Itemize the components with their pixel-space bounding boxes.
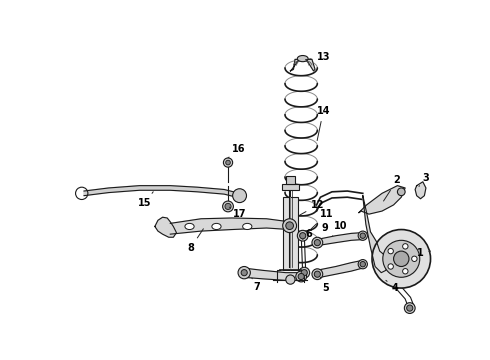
Circle shape: [241, 270, 247, 276]
Polygon shape: [317, 233, 363, 246]
Ellipse shape: [212, 223, 221, 230]
Text: 3: 3: [419, 173, 429, 186]
Circle shape: [393, 251, 409, 266]
Circle shape: [298, 274, 304, 280]
Circle shape: [226, 160, 230, 165]
Circle shape: [358, 231, 368, 240]
Circle shape: [397, 188, 405, 195]
Circle shape: [225, 203, 231, 210]
Circle shape: [286, 275, 295, 284]
Circle shape: [404, 303, 415, 314]
Circle shape: [388, 264, 393, 269]
Text: 1: 1: [416, 248, 431, 258]
Circle shape: [388, 248, 393, 254]
Text: 16: 16: [228, 144, 245, 158]
Ellipse shape: [243, 223, 252, 230]
Text: 12: 12: [300, 200, 325, 215]
Circle shape: [407, 305, 413, 311]
Text: 5: 5: [320, 277, 329, 293]
Polygon shape: [363, 195, 388, 273]
Circle shape: [403, 244, 408, 249]
Circle shape: [312, 269, 323, 280]
Text: 2: 2: [384, 175, 400, 201]
Circle shape: [297, 230, 308, 241]
Circle shape: [223, 158, 233, 167]
Circle shape: [360, 261, 366, 267]
Circle shape: [300, 233, 306, 239]
Polygon shape: [84, 186, 240, 198]
Circle shape: [358, 260, 368, 269]
FancyBboxPatch shape: [282, 184, 299, 190]
Circle shape: [312, 237, 323, 248]
Polygon shape: [171, 218, 290, 234]
Circle shape: [301, 270, 307, 276]
FancyBboxPatch shape: [286, 176, 295, 184]
Circle shape: [238, 266, 250, 279]
Circle shape: [372, 230, 431, 288]
Circle shape: [314, 271, 320, 277]
Text: 11: 11: [308, 209, 333, 232]
Circle shape: [383, 240, 420, 277]
Ellipse shape: [185, 223, 194, 230]
Text: 17: 17: [229, 207, 247, 219]
Text: 9: 9: [320, 223, 328, 239]
Text: 13: 13: [305, 52, 330, 62]
Ellipse shape: [297, 55, 308, 62]
FancyBboxPatch shape: [283, 197, 298, 270]
Text: 4: 4: [386, 280, 399, 293]
Text: 7: 7: [252, 278, 260, 292]
Polygon shape: [155, 217, 176, 237]
Polygon shape: [415, 182, 426, 199]
Text: 14: 14: [317, 106, 330, 141]
Circle shape: [412, 256, 417, 261]
Text: 15: 15: [138, 192, 153, 208]
Circle shape: [403, 269, 408, 274]
Polygon shape: [291, 59, 315, 71]
Circle shape: [286, 222, 294, 230]
Circle shape: [299, 267, 310, 278]
Circle shape: [222, 201, 233, 212]
Polygon shape: [317, 260, 363, 278]
Text: 10: 10: [333, 221, 347, 236]
Polygon shape: [244, 268, 301, 280]
Circle shape: [233, 189, 246, 203]
Circle shape: [314, 239, 320, 246]
Text: 6: 6: [303, 229, 313, 239]
Circle shape: [283, 219, 296, 233]
Circle shape: [360, 233, 366, 238]
Text: 8: 8: [187, 229, 203, 253]
Polygon shape: [359, 186, 405, 214]
Circle shape: [296, 271, 307, 282]
